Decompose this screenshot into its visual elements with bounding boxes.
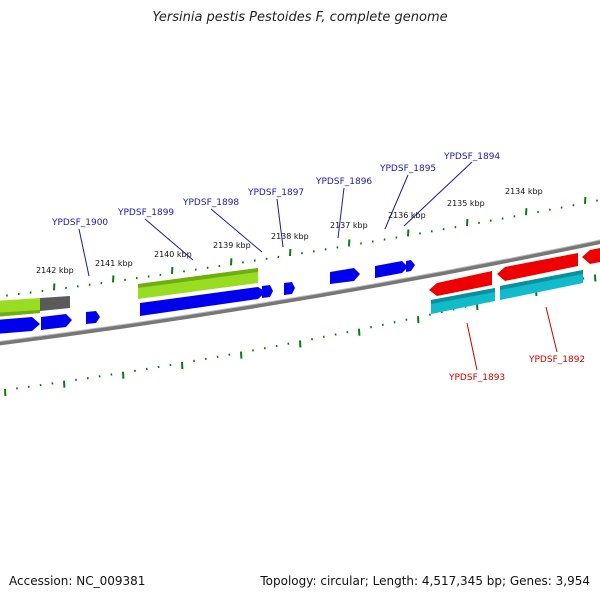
leader-line xyxy=(144,218,194,261)
gene-label[interactable]: YPDSF_1898 xyxy=(182,198,239,208)
kbp-label: 2142 kbp xyxy=(36,266,74,275)
map-title: Yersinia pestis Pestoides F, complete ge… xyxy=(152,10,448,25)
gene-label[interactable]: YPDSF_1895 xyxy=(379,164,436,174)
cds-arrow[interactable] xyxy=(284,282,295,295)
genome-stats-text: Topology: circular; Length: 4,517,345 bp… xyxy=(260,574,590,588)
kbp-label: 2136 kbp xyxy=(388,211,426,220)
cds-arrow[interactable] xyxy=(375,261,408,278)
cds-arrow[interactable] xyxy=(406,260,415,272)
cds-arrow[interactable] xyxy=(41,314,72,330)
kbp-label: 2141 kbp xyxy=(95,259,133,268)
gene-labels: YPDSF_1900 YPDSF_1899 YPDSF_1898 YPDSF_1… xyxy=(51,152,585,383)
gene-label[interactable]: YPDSF_1896 xyxy=(315,177,372,187)
label-leaders xyxy=(78,161,558,371)
cds-arrow[interactable] xyxy=(330,268,360,284)
genome-backbone xyxy=(0,239,600,346)
leader-line xyxy=(210,208,263,253)
gene-track-outer xyxy=(0,268,258,317)
kbp-label: 2138 kbp xyxy=(271,232,309,241)
accession-text: Accession: NC_009381 xyxy=(9,574,146,588)
leader-line xyxy=(384,174,409,230)
kbp-tick-ring-upper xyxy=(6,196,598,297)
leader-line xyxy=(403,161,473,227)
gene-feature-green-highlight xyxy=(138,268,258,288)
gene-label[interactable]: YPDSF_1900 xyxy=(51,218,108,228)
kbp-label: 2140 kbp xyxy=(154,250,192,259)
cds-arrow[interactable] xyxy=(262,285,273,298)
cds-arrow[interactable] xyxy=(140,287,266,316)
leader-line xyxy=(276,198,284,248)
kbp-label: 2134 kbp xyxy=(505,187,543,196)
kbp-labels: 2142 kbp 2141 kbp 2140 kbp 2139 kbp 2138… xyxy=(36,187,543,275)
gene-label[interactable]: YPDSF_1893 xyxy=(448,373,505,383)
gene-label[interactable]: YPDSF_1894 xyxy=(443,152,500,162)
kbp-label: 2137 kbp xyxy=(330,221,368,230)
gene-label[interactable]: YPDSF_1897 xyxy=(247,188,304,198)
gene-label[interactable]: YPDSF_1892 xyxy=(528,355,585,365)
tick-ring-lower xyxy=(4,274,597,397)
gene-feature-cyan-highlight xyxy=(500,270,583,290)
rna-track xyxy=(429,247,600,314)
gene-label[interactable]: YPDSF_1899 xyxy=(117,208,174,218)
leader-line xyxy=(78,228,90,277)
kbp-label: 2135 kbp xyxy=(447,199,485,208)
cds-arrow[interactable] xyxy=(86,311,100,324)
leader-line xyxy=(337,187,345,239)
gene-feature-red[interactable] xyxy=(497,253,578,281)
gene-feature-green-shadow xyxy=(0,310,40,317)
gene-feature-cyan-highlight xyxy=(431,288,495,304)
cds-arrow[interactable] xyxy=(0,317,40,334)
kbp-label: 2139 kbp xyxy=(213,241,251,250)
cds-track xyxy=(0,260,415,334)
genome-backbone-highlight xyxy=(0,239,600,342)
leader-line xyxy=(466,322,478,371)
gene-feature-red[interactable] xyxy=(429,271,492,296)
gene-feature-gray[interactable] xyxy=(40,296,70,311)
leader-line xyxy=(545,306,558,353)
gene-feature-red[interactable] xyxy=(582,247,600,264)
